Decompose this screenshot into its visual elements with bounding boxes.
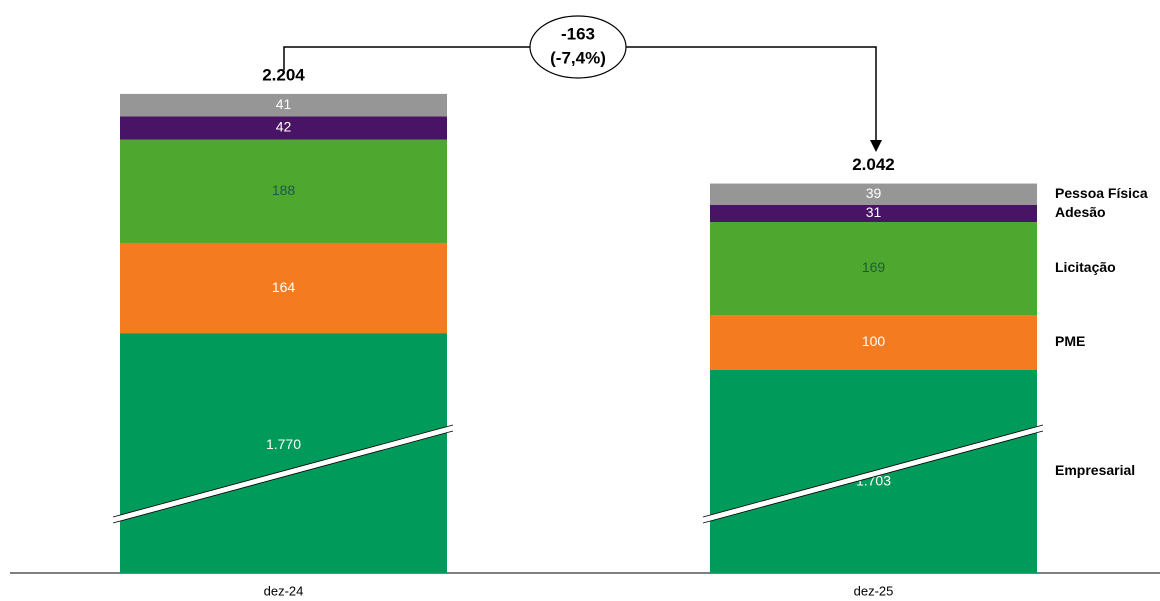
bar-segment — [120, 93, 447, 117]
data-label: 42 — [276, 119, 292, 135]
bar-segment — [710, 222, 1037, 315]
data-label: 188 — [272, 182, 296, 198]
data-label: 164 — [272, 279, 296, 295]
x-tick-label: dez-24 — [264, 583, 304, 598]
arrow-head — [870, 140, 882, 152]
change-value: -163 — [561, 24, 595, 43]
legend-label: Adesão — [1055, 204, 1106, 220]
axis-break-edge — [702, 424, 1044, 518]
data-label: 100 — [862, 333, 886, 349]
data-label: 41 — [276, 96, 292, 112]
bar-segment — [120, 116, 447, 140]
change-percent: (-7,4%) — [550, 48, 606, 67]
data-label: 169 — [862, 259, 886, 275]
total-label: 2.042 — [852, 155, 895, 174]
axis-break-edge — [112, 424, 454, 518]
axis-break — [702, 425, 1044, 523]
bar-segment — [120, 242, 447, 334]
legend-label: Empresarial — [1055, 462, 1135, 478]
axis-break — [112, 425, 454, 523]
data-label: 39 — [866, 185, 882, 201]
legend-label: PME — [1055, 333, 1085, 349]
data-label: 1.770 — [266, 436, 301, 452]
axis-break-edge — [112, 430, 454, 524]
total-label: 2.204 — [262, 65, 305, 84]
change-bubble — [529, 15, 627, 79]
bar-segment — [710, 315, 1037, 370]
bar-segment — [120, 333, 447, 573]
x-tick-label: dez-25 — [854, 583, 894, 598]
bar-segment — [710, 205, 1037, 223]
legend-label: Pessoa Física — [1055, 185, 1148, 201]
bar-segment — [710, 183, 1037, 205]
data-label: 31 — [866, 204, 882, 220]
bar-segment — [120, 139, 447, 243]
legend-label: Licitação — [1055, 259, 1116, 275]
axis-break-edge — [702, 430, 1044, 524]
